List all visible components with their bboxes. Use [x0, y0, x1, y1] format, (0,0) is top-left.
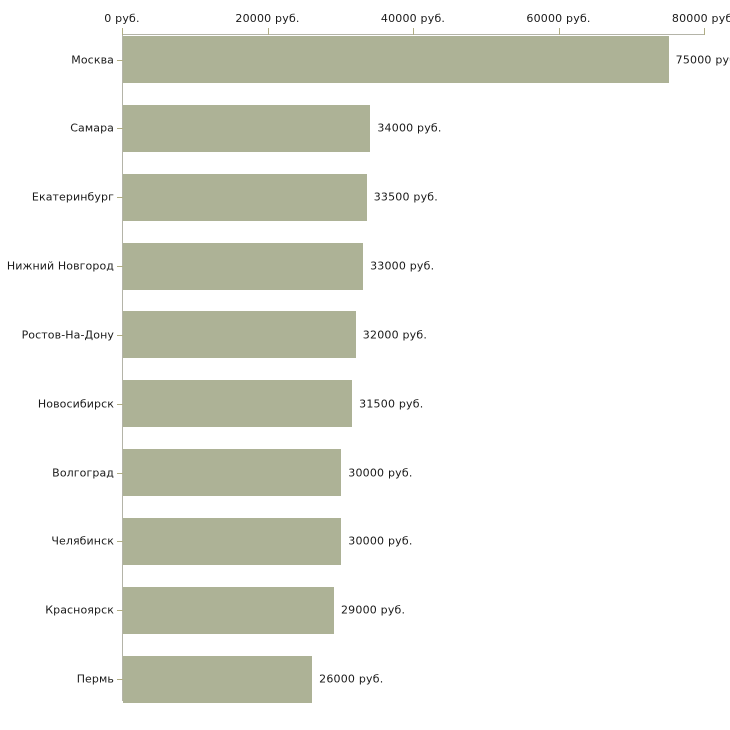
- bar[interactable]: [123, 242, 364, 290]
- bar[interactable]: [123, 586, 334, 634]
- bar-value-label: 26000 руб.: [319, 672, 384, 686]
- y-axis-tick: [117, 679, 123, 680]
- bar[interactable]: [123, 173, 367, 221]
- y-axis-tick: [117, 541, 123, 542]
- bar-value-label: 29000 руб.: [340, 603, 406, 617]
- bar[interactable]: [123, 104, 371, 152]
- x-axis-tick-label: 40000 руб.: [380, 12, 446, 25]
- bar-value-label: 34000 руб.: [377, 121, 442, 135]
- y-axis-tick: [117, 60, 123, 61]
- bar-value-label: 30000 руб.: [348, 466, 413, 480]
- category-label: Москва: [71, 53, 114, 66]
- category-label: Самара: [70, 121, 114, 135]
- bar[interactable]: [123, 655, 313, 703]
- x-axis-tick: [267, 28, 269, 35]
- bar[interactable]: [123, 380, 353, 428]
- x-axis-tick: [413, 28, 414, 35]
- bar[interactable]: [123, 36, 669, 83]
- x-axis-tick-label: 20000 руб.: [235, 12, 300, 25]
- bar[interactable]: [123, 449, 342, 497]
- bar[interactable]: [123, 311, 356, 359]
- bar-value-label: 30000 руб.: [348, 534, 413, 548]
- y-axis-tick: [117, 473, 123, 474]
- category-label: Волгоград: [52, 466, 114, 480]
- y-axis-tick: [117, 610, 123, 611]
- bar-value-label: 33000 руб.: [370, 259, 435, 273]
- x-axis-tick: [704, 28, 705, 35]
- x-axis-tick: [558, 28, 560, 35]
- x-axis-tick-label: 80000 руб.: [671, 12, 730, 25]
- category-label: Пермь: [76, 672, 114, 686]
- y-axis-tick: [117, 197, 123, 198]
- category-label: Ростов-На-Дону: [21, 328, 114, 342]
- x-axis-tick-label: 60000 руб.: [526, 12, 591, 25]
- y-axis-tick: [117, 335, 123, 336]
- category-label: Красноярск: [45, 603, 114, 617]
- y-axis-tick: [117, 266, 123, 267]
- bar-value-label: 32000 руб.: [362, 328, 428, 342]
- category-label: Челябинск: [51, 534, 114, 548]
- x-axis-tick-label: 0 руб.: [104, 12, 140, 25]
- y-axis-tick: [117, 128, 123, 129]
- y-axis-line: [122, 34, 123, 701]
- bar[interactable]: [123, 517, 342, 565]
- bar-value-label: 33500 руб.: [373, 190, 438, 204]
- category-label: Екатеринбург: [31, 190, 114, 204]
- bar-value-label: 75000 руб.: [675, 53, 730, 66]
- category-label: Новосибирск: [37, 397, 114, 411]
- category-label: Нижний Новгород: [6, 259, 114, 273]
- x-axis-tick: [122, 28, 123, 35]
- y-axis-tick: [117, 404, 123, 405]
- bar-value-label: 31500 руб.: [359, 397, 424, 411]
